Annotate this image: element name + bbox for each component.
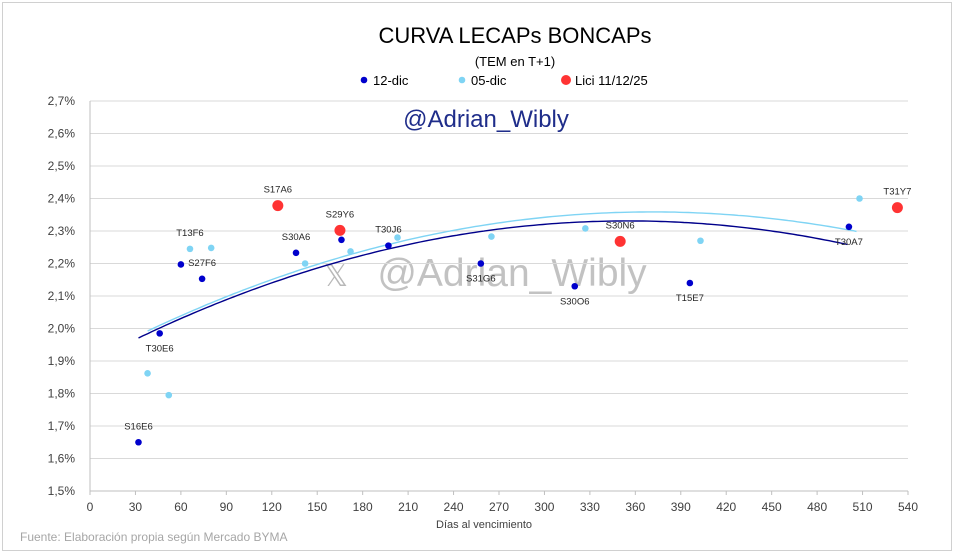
chart-title: CURVA LECAPs BONCAPs — [378, 23, 651, 48]
x-tick-label: 510 — [853, 500, 873, 514]
data-point — [272, 200, 284, 212]
watermark-handle: @Adrian_Wibly — [403, 106, 569, 133]
x-tick-label: 240 — [444, 500, 464, 514]
y-tick-label: 1,9% — [48, 354, 76, 368]
x-tick-label: 360 — [625, 500, 645, 514]
point-label: T30A7 — [835, 237, 863, 248]
data-point — [156, 330, 163, 337]
x-tick-label: 30 — [129, 500, 143, 514]
y-tick-labels: 1,5% 1,6% 1,7% 1,8% 1,9% 2,0% 2,1% 2,2% 2,3% 2,4%… — [48, 94, 76, 498]
y-tick-label: 1,7% — [48, 419, 76, 433]
data-point — [198, 275, 206, 283]
data-point — [891, 202, 903, 214]
point-labels: S16E6 T30E6 S27F6 S30A6 T30J6 S31G6 S30O6 T15E7… — [124, 185, 911, 433]
point-label: S30N6 — [606, 220, 635, 231]
x-tick-label: 450 — [762, 500, 782, 514]
point-label: S27F6 — [188, 258, 216, 269]
point-label: T30J6 — [375, 225, 401, 236]
y-tick-label: 2,4% — [48, 192, 76, 206]
x-tick-label: 60 — [174, 500, 188, 514]
source-note: Fuente: Elaboración propia según Mercado… — [20, 530, 288, 544]
legend-marker — [561, 75, 571, 85]
y-tick-label: 2,7% — [48, 94, 76, 108]
trendlines — [138, 211, 857, 339]
data-point — [207, 244, 215, 252]
x-tick-label: 420 — [716, 500, 736, 514]
chart-subtitle: (TEM en T+1) — [475, 54, 555, 69]
data-point — [477, 260, 485, 267]
x-tick-label: 180 — [353, 500, 373, 514]
data-point — [177, 261, 185, 268]
x-tick-label: 270 — [489, 500, 509, 514]
x-tick-label: 150 — [307, 500, 327, 514]
x-tick-label: 390 — [671, 500, 691, 514]
point-label: T15E7 — [676, 293, 704, 304]
point-label: T30E6 — [146, 343, 174, 354]
data-point — [488, 233, 495, 240]
y-tick-label: 1,6% — [48, 452, 76, 466]
point-label: S16E6 — [124, 421, 153, 432]
point-label: T31Y7 — [883, 187, 911, 198]
x-tick-label: 330 — [580, 500, 600, 514]
legend-label: 12-dic — [373, 73, 409, 88]
data-point — [334, 224, 346, 236]
legend-marker — [458, 76, 466, 84]
data-point — [186, 245, 194, 253]
point-label: S17A6 — [264, 185, 293, 196]
data-point — [347, 248, 354, 255]
x-axis-label: Días al vencimiento — [436, 519, 532, 531]
data-point — [697, 237, 704, 245]
data-point — [144, 370, 151, 377]
data-point — [394, 234, 401, 241]
trendline-12-dic — [138, 220, 848, 339]
data-points — [135, 195, 903, 446]
point-label: S30O6 — [560, 296, 590, 307]
x-tick-label: 300 — [534, 500, 554, 514]
y-tick-label: 1,5% — [48, 484, 76, 498]
point-label: T13F6 — [176, 228, 203, 239]
point-label: S30A6 — [282, 232, 311, 243]
y-tick-label: 1,8% — [48, 387, 76, 401]
x-tick-label: 480 — [807, 500, 827, 514]
trendline-05-dic — [147, 211, 857, 332]
data-point — [292, 249, 300, 257]
x-tick-labels: 0 30 60 90 120 150 180 210 240 270 300 330 360 390 420… — [87, 491, 918, 514]
point-label: S29Y6 — [326, 209, 355, 220]
data-point — [614, 235, 626, 247]
y-tick-label: 2,1% — [48, 289, 76, 303]
x-tick-label: 210 — [398, 500, 418, 514]
legend: 12-dic 05-dic Lici 11/12/25 — [360, 73, 648, 88]
legend-marker — [360, 76, 368, 84]
data-point — [135, 438, 142, 446]
data-point — [845, 223, 853, 231]
y-tick-label: 2,0% — [48, 322, 76, 336]
watermark-handle-large: @Adrian_Wibly — [377, 252, 647, 295]
x-tick-label: 0 — [87, 500, 94, 514]
data-point — [385, 242, 392, 249]
data-point — [338, 236, 345, 244]
x-tick-label: 120 — [262, 500, 282, 514]
point-label: S31G6 — [466, 274, 496, 285]
data-point — [301, 260, 309, 267]
x-tick-label: 90 — [220, 500, 234, 514]
x-tick-label: 540 — [898, 500, 918, 514]
data-point — [571, 282, 579, 290]
legend-label: 05-dic — [471, 73, 507, 88]
watermark-logo: 𝕏 @Adrian_Wibly — [324, 252, 647, 295]
y-tick-label: 2,2% — [48, 257, 76, 271]
data-point — [686, 279, 694, 287]
legend-label: Lici 11/12/25 — [575, 73, 648, 88]
y-tick-label: 2,5% — [48, 159, 76, 173]
data-point — [582, 225, 589, 232]
y-tick-label: 2,6% — [48, 127, 76, 141]
y-tick-label: 2,3% — [48, 224, 76, 238]
data-point — [856, 195, 863, 202]
data-point — [165, 391, 173, 399]
